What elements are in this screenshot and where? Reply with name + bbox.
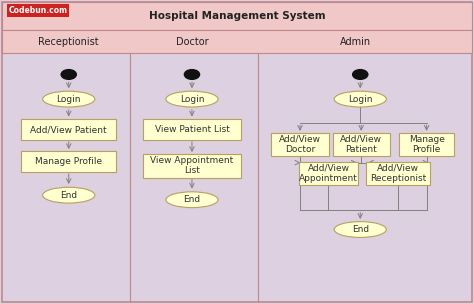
Text: End: End [352,225,369,234]
Text: Add/View
Receptionist: Add/View Receptionist [370,164,426,183]
Text: Add/View
Appointment: Add/View Appointment [299,164,358,183]
FancyBboxPatch shape [299,162,358,185]
Ellipse shape [166,91,218,107]
Text: View Patient List: View Patient List [155,125,229,134]
Text: Add/View
Doctor: Add/View Doctor [279,135,321,154]
Text: Add/View
Patient: Add/View Patient [340,135,382,154]
Text: Hospital Management System: Hospital Management System [149,11,325,21]
Text: Add/View Patient: Add/View Patient [30,125,107,134]
Text: Login: Login [56,95,81,104]
Text: Receptionist: Receptionist [38,37,99,47]
FancyBboxPatch shape [271,133,328,156]
Circle shape [184,70,200,79]
Text: View Appointment
List: View Appointment List [150,156,234,175]
Ellipse shape [43,91,95,107]
FancyBboxPatch shape [21,151,117,172]
Circle shape [61,70,76,79]
Text: Manage
Profile: Manage Profile [409,135,445,154]
FancyBboxPatch shape [2,2,472,302]
Circle shape [353,70,368,79]
Text: Manage Profile: Manage Profile [35,157,102,166]
Text: Doctor: Doctor [176,37,208,47]
Text: End: End [60,191,77,200]
FancyBboxPatch shape [333,133,390,156]
Text: Login: Login [348,95,373,104]
Text: End: End [183,195,201,204]
FancyBboxPatch shape [2,2,472,30]
Text: Codebun.com: Codebun.com [9,6,67,15]
FancyBboxPatch shape [366,162,430,185]
FancyBboxPatch shape [143,154,241,178]
FancyBboxPatch shape [399,133,454,156]
Text: Login: Login [180,95,204,104]
Ellipse shape [334,222,386,237]
Ellipse shape [334,91,386,107]
FancyBboxPatch shape [2,30,472,53]
Ellipse shape [166,192,218,208]
FancyBboxPatch shape [21,119,117,140]
Text: Admin: Admin [340,37,371,47]
Ellipse shape [43,187,95,203]
FancyBboxPatch shape [143,119,241,140]
